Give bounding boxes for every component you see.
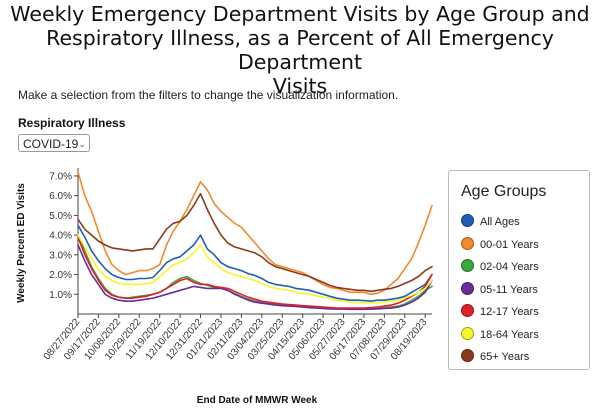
legend-label: 18-64 Years (480, 328, 539, 341)
legend: Age Groups All Ages 00-01 Years 02-04 Year… (448, 170, 590, 370)
select-value: COVID-19 (23, 137, 79, 151)
y-tick-label: 7.0% (49, 171, 72, 182)
legend-item[interactable]: 05-11 Years (461, 281, 538, 298)
legend-label: All Ages (480, 216, 520, 228)
filter-label: Respiratory Illness (18, 116, 126, 130)
title-line-3: Visits (272, 74, 328, 98)
y-tick-label: 3.0% (49, 250, 72, 261)
series-line (77, 224, 433, 302)
title-line-1: Weekly Emergency Department Visits by Ag… (10, 2, 590, 26)
instructions-text: Make a selection from the filters to cha… (18, 88, 399, 102)
series-line (77, 192, 433, 293)
legend-swatch (461, 281, 474, 295)
y-tick-label: 6.0% (49, 191, 72, 202)
y-tick-label: 2.0% (49, 270, 72, 281)
series-line (77, 236, 433, 309)
y-tick-label: 4.0% (49, 231, 72, 242)
legend-swatch (461, 349, 474, 362)
series-line (77, 234, 433, 304)
respiratory-illness-select[interactable]: COVID-19 ⌄ (18, 134, 90, 152)
legend-item[interactable]: 02-04 Years (461, 259, 539, 275)
legend-label: 02-04 Years (480, 261, 539, 273)
legend-swatch (461, 304, 474, 317)
legend-swatch (461, 236, 474, 250)
legend-item[interactable]: All Ages (461, 214, 520, 230)
legend-label: 65+ Years (480, 351, 530, 363)
y-axis-label: Weekly Percent ED Visits (16, 183, 27, 303)
legend-swatch (461, 259, 474, 272)
legend-title: Age Groups (461, 183, 547, 200)
title-line-2: Respiratory Illness, as a Percent of All… (46, 26, 554, 74)
legend-label: 05-11 Years (480, 283, 538, 296)
legend-swatch (461, 214, 474, 227)
y-tick-label: 1.0% (49, 290, 72, 301)
line-chart: 1.0%2.0%3.0%4.0%5.0%6.0%7.0%08/27/202209… (16, 168, 433, 406)
chevron-down-icon: ⌄ (78, 139, 86, 149)
x-axis-label: End Date of MMWR Week (197, 395, 318, 406)
legend-item[interactable]: 65+ Years (461, 349, 529, 365)
legend-label: 12-17 Years (480, 306, 539, 318)
y-tick-label: 5.0% (49, 211, 72, 222)
series-line (77, 171, 433, 296)
legend-item[interactable]: 00-01 Years (461, 236, 539, 253)
legend-item[interactable]: 18-64 Years (461, 326, 539, 343)
legend-label: 00-01 Years (480, 238, 539, 251)
page-title: Weekly Emergency Department Visits by Ag… (0, 2, 600, 98)
series-line (77, 244, 433, 311)
legend-swatch (461, 326, 474, 340)
legend-item[interactable]: 12-17 Years (461, 304, 539, 320)
